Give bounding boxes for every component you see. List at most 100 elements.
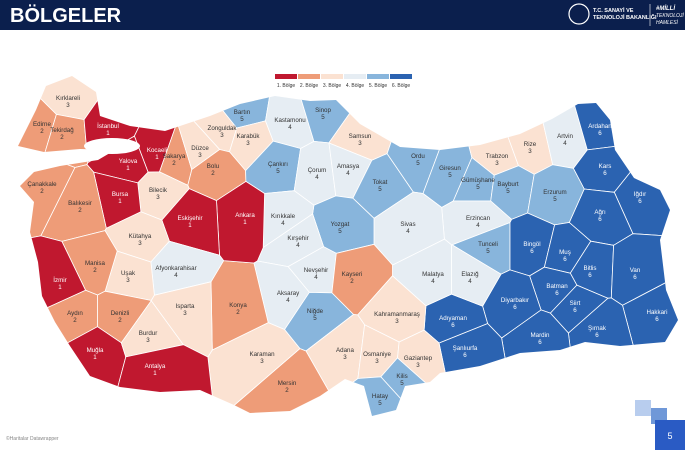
legend-swatch bbox=[390, 74, 412, 79]
province-region: 5 bbox=[313, 315, 317, 322]
province-region: 6 bbox=[598, 216, 602, 223]
province-name: Kars bbox=[599, 163, 612, 170]
legend-label: 1. Bölge bbox=[277, 83, 296, 89]
legend-label: 5. Bölge bbox=[369, 83, 388, 89]
province-name: Yalova bbox=[119, 158, 138, 165]
province-name: Iğdır bbox=[634, 191, 646, 198]
province-region: 5 bbox=[400, 380, 404, 387]
province-region: 3 bbox=[146, 337, 150, 344]
province-name: Rize bbox=[524, 141, 537, 148]
province-name: Bolu bbox=[207, 163, 220, 170]
source-note: ©Haritalar Datawrapper bbox=[6, 435, 59, 442]
province-name: Siirt bbox=[570, 300, 581, 307]
province-name: Batman bbox=[546, 283, 568, 290]
province-region: 1 bbox=[58, 284, 62, 291]
province-region: 5 bbox=[476, 184, 480, 191]
province-area bbox=[182, 60, 275, 128]
province-name: Elazığ bbox=[461, 271, 479, 278]
province-name: Afyonkarahisar bbox=[155, 265, 196, 272]
province-region: 1 bbox=[153, 370, 157, 377]
province-region: 6 bbox=[513, 304, 517, 311]
ministry-name: T.C. SANAYİ VE bbox=[593, 7, 634, 14]
legend-swatch bbox=[298, 74, 320, 79]
province-region: 4 bbox=[468, 278, 472, 285]
province-name: Ağrı bbox=[594, 209, 606, 216]
province-region: 5 bbox=[276, 168, 280, 175]
legend-swatch bbox=[321, 74, 343, 79]
province-region: 4 bbox=[406, 228, 410, 235]
province-name: Şırnak bbox=[588, 325, 607, 332]
province-region: 2 bbox=[172, 160, 176, 167]
province-region: 2 bbox=[40, 188, 44, 195]
province-region: 5 bbox=[448, 172, 452, 179]
legend-swatch bbox=[344, 74, 366, 79]
province-name: Balıkesir bbox=[68, 200, 92, 207]
province-name: Sakarya bbox=[163, 153, 186, 160]
province-region: 5 bbox=[553, 196, 557, 203]
province-name: Ordu bbox=[411, 153, 425, 160]
province-name: Ankara bbox=[235, 212, 255, 219]
province-region: 1 bbox=[243, 219, 247, 226]
province-region: 6 bbox=[555, 290, 559, 297]
province-map bbox=[0, 60, 685, 430]
province-name: Van bbox=[630, 267, 641, 274]
slogan: #MİLLİ bbox=[656, 5, 675, 12]
province-name: Sinop bbox=[315, 107, 331, 114]
province-name: Çorum bbox=[308, 167, 327, 174]
province-name: Bartın bbox=[234, 109, 251, 116]
deco-square bbox=[635, 400, 651, 416]
province-name: Niğde bbox=[307, 308, 324, 315]
province-region: 3 bbox=[260, 358, 264, 365]
province-region: 6 bbox=[463, 352, 467, 359]
province-region: 5 bbox=[321, 114, 325, 121]
province-name: Gaziantep bbox=[404, 355, 433, 362]
province-name: Trabzon bbox=[486, 153, 509, 160]
legend-label: 3. Bölge bbox=[323, 83, 342, 89]
province-name: Şanlıurfa bbox=[453, 345, 478, 352]
province-name: Artvin bbox=[557, 133, 573, 140]
province-region: 3 bbox=[358, 140, 362, 147]
province-region: 5 bbox=[338, 228, 342, 235]
province-name: Diyarbakır bbox=[501, 297, 529, 304]
province-name: Karaman bbox=[249, 351, 275, 358]
province-name: Kayseri bbox=[342, 271, 363, 278]
province-name: Osmaniye bbox=[363, 351, 391, 358]
province-name: Erzurum bbox=[543, 189, 566, 196]
province-region: 5 bbox=[378, 186, 382, 193]
province-name: Kütahya bbox=[129, 233, 152, 240]
province-region: 6 bbox=[563, 256, 567, 263]
province-name: Hatay bbox=[372, 393, 389, 400]
province-region: 6 bbox=[530, 248, 534, 255]
province-name: Zonguldak bbox=[208, 125, 238, 132]
province-region: 6 bbox=[588, 272, 592, 279]
slogan: HAMLESİ bbox=[656, 19, 679, 26]
province-region: 6 bbox=[633, 274, 637, 281]
province-region: 5 bbox=[378, 400, 382, 407]
province-region: 6 bbox=[451, 322, 455, 329]
province-region: 2 bbox=[118, 317, 122, 324]
province-region: 3 bbox=[156, 194, 160, 201]
province-region: 3 bbox=[343, 354, 347, 361]
province-region: 3 bbox=[126, 277, 130, 284]
page-number: 5 bbox=[667, 431, 672, 441]
province-region: 1 bbox=[155, 154, 159, 161]
province-region: 3 bbox=[395, 318, 399, 325]
province-name: Antalya bbox=[145, 363, 166, 370]
province-name: Yozgat bbox=[331, 221, 350, 228]
province-name: Mardin bbox=[531, 332, 550, 339]
province-name: Muğla bbox=[87, 347, 104, 354]
province-region: 2 bbox=[60, 134, 64, 141]
province-region: 4 bbox=[281, 220, 285, 227]
province-name: Kilis bbox=[396, 373, 407, 380]
province-name: İzmir bbox=[53, 277, 66, 284]
province-name: Malatya bbox=[422, 271, 444, 278]
province-name: Kırşehir bbox=[287, 235, 308, 242]
province-region: 2 bbox=[40, 128, 44, 135]
province-name: Aydın bbox=[67, 310, 83, 317]
province-region: 1 bbox=[106, 130, 110, 137]
province-name: Erzincan bbox=[466, 215, 491, 222]
province-region: 6 bbox=[603, 170, 607, 177]
province-name: Konya bbox=[229, 302, 247, 309]
province-name: Aksaray bbox=[277, 290, 300, 297]
